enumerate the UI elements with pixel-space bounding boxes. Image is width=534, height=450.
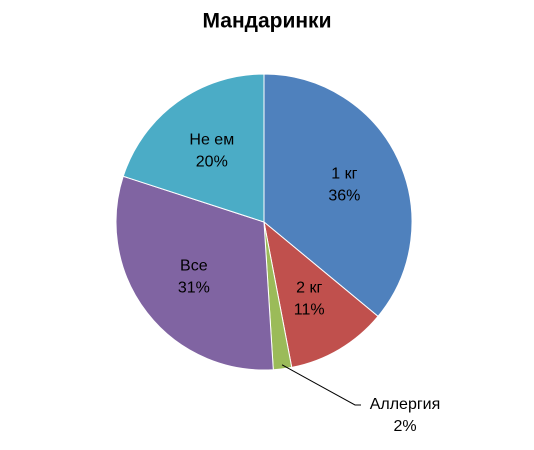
pie-slice [122, 73, 265, 223]
slice-value: 2% [393, 418, 416, 435]
pie-slice [263, 73, 413, 318]
slice-value: 31% [178, 280, 210, 297]
slice-value: 11% [294, 302, 325, 319]
slice-label: 2 кг [296, 280, 322, 297]
slice-value: 36% [328, 187, 360, 204]
pie-slice [115, 175, 274, 371]
slice-label: Не ем [189, 131, 234, 148]
chart-title: Мандаринки [203, 10, 332, 33]
slice-value: 20% [196, 153, 228, 170]
leader-line [281, 364, 361, 406]
slice-label: Все [180, 258, 208, 275]
pie-slice [263, 220, 379, 368]
slice-label: Аллергия [370, 396, 441, 413]
slice-label: 1 кг [331, 165, 357, 182]
